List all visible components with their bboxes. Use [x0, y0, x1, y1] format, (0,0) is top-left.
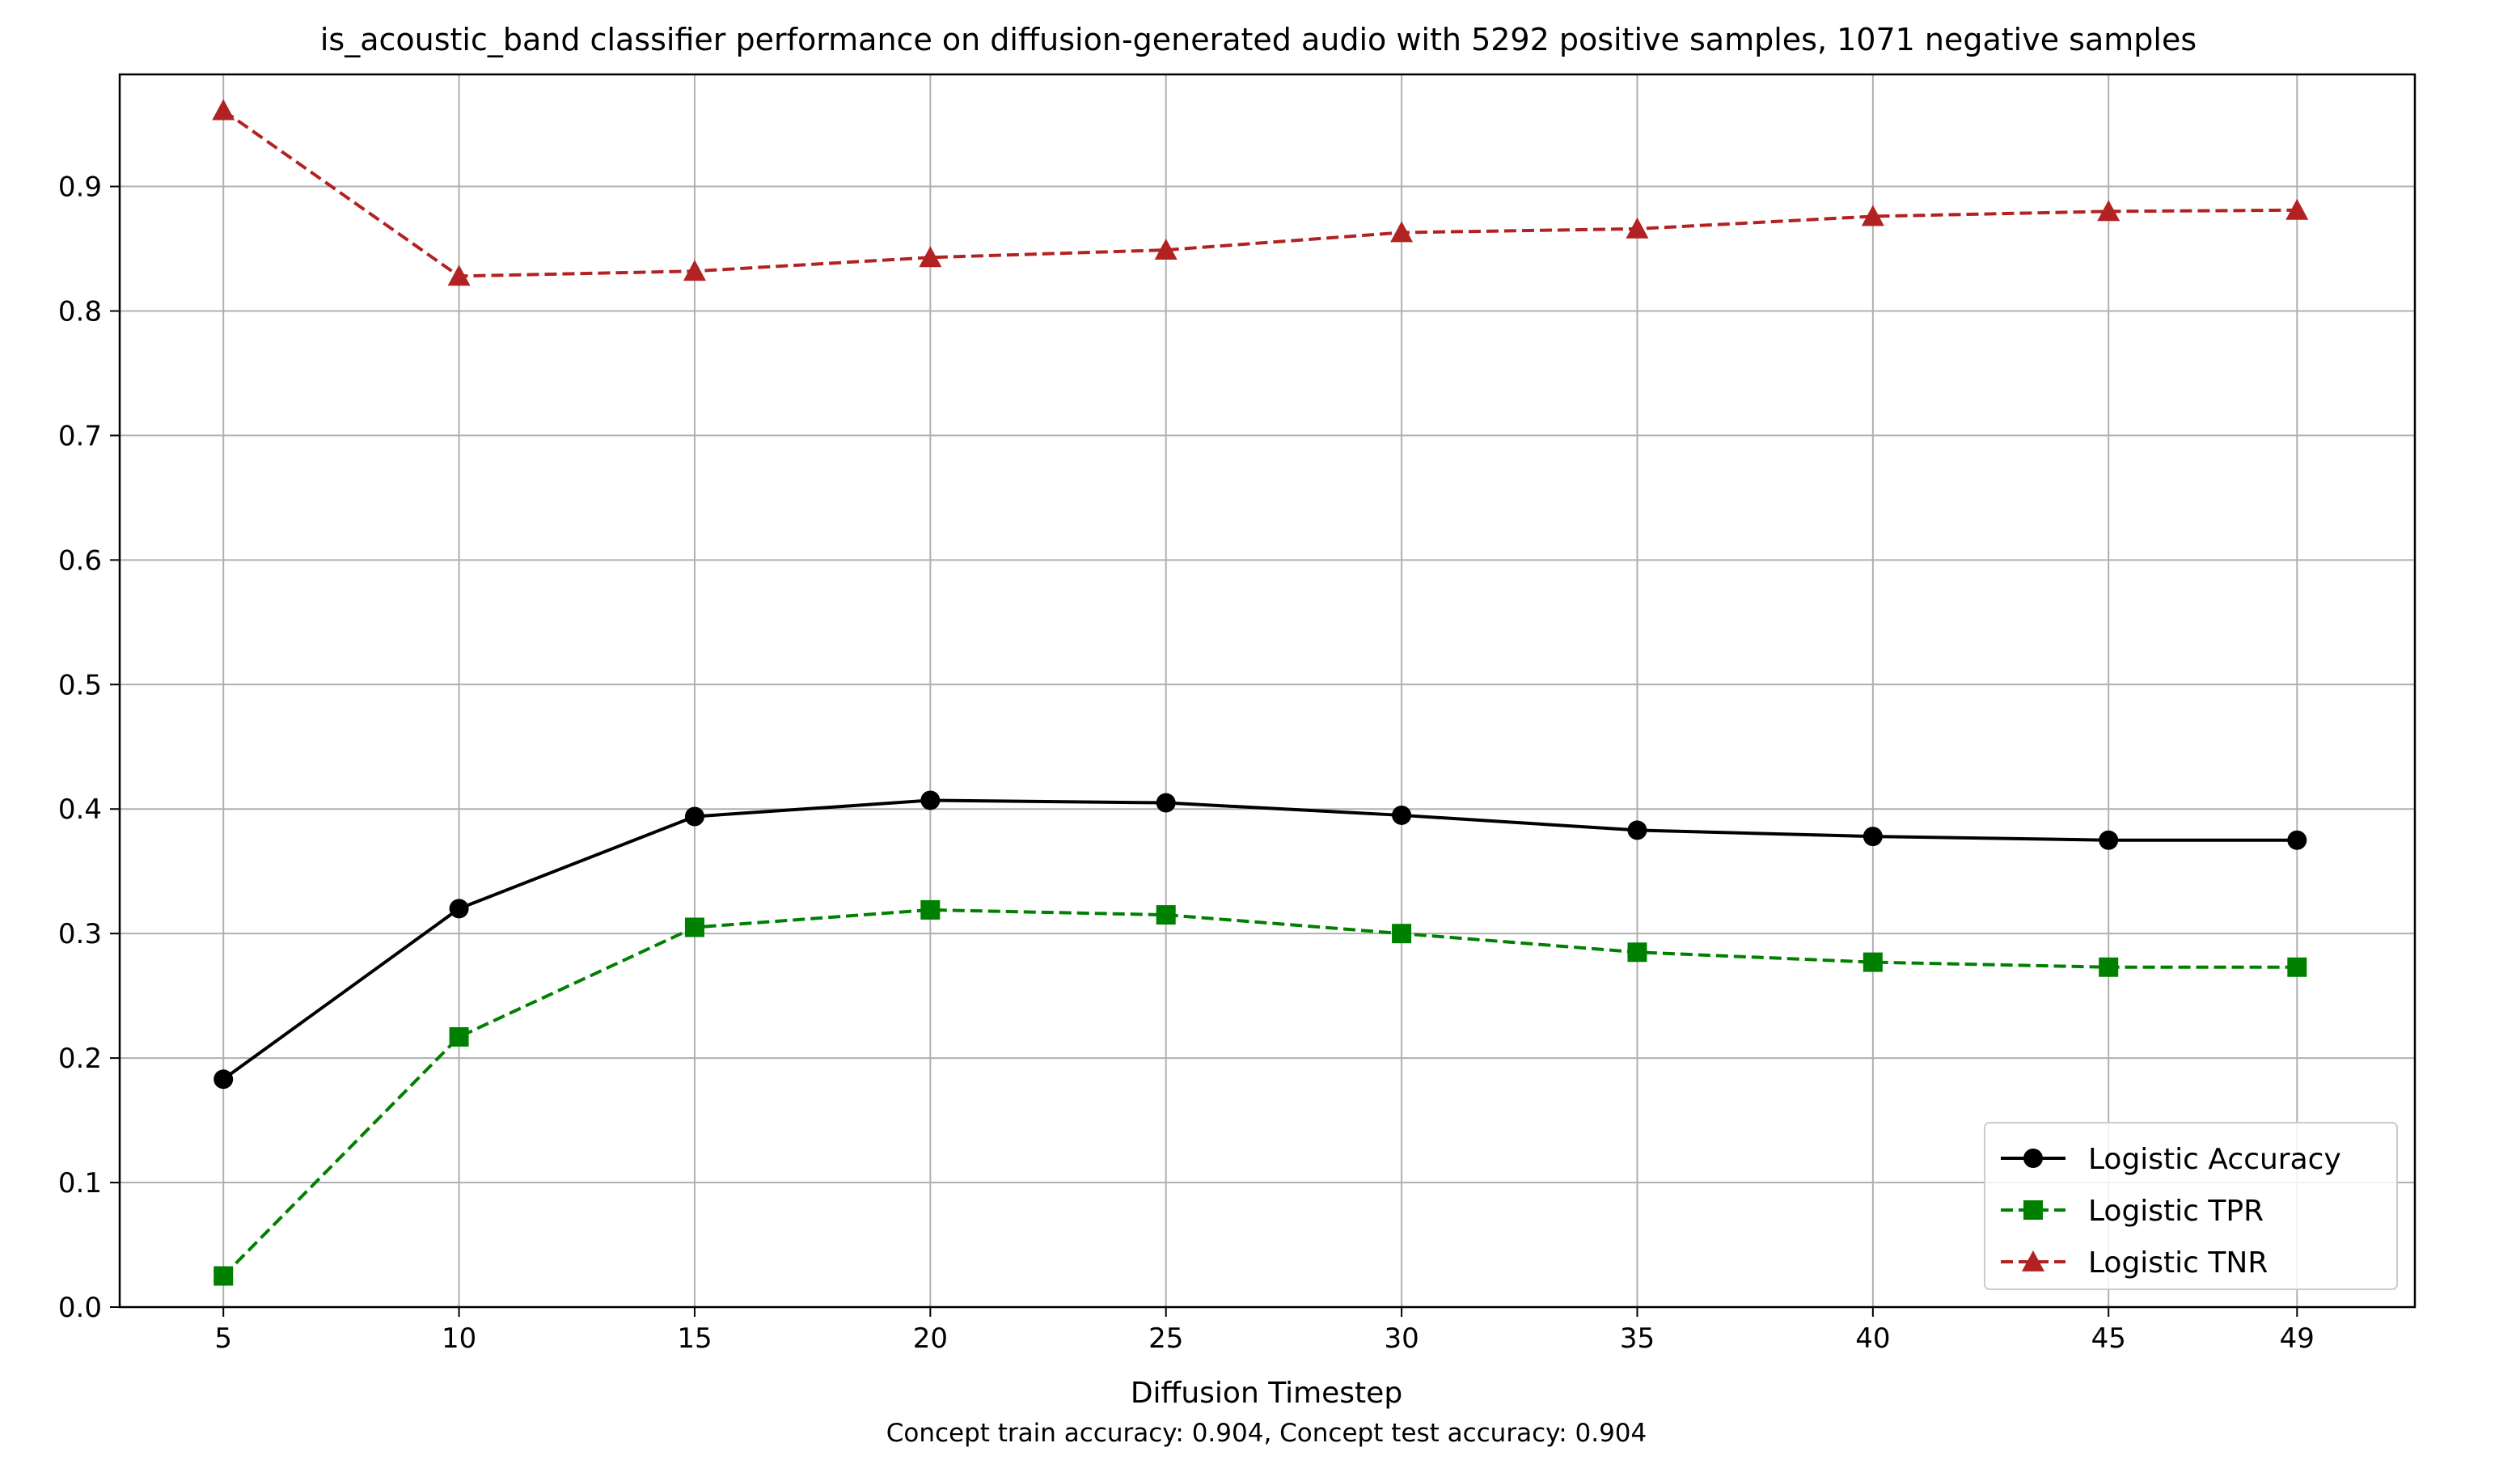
x-tick-label: 35	[1620, 1322, 1655, 1355]
legend-label-logistic-tpr: Logistic TPR	[2088, 1195, 2264, 1228]
x-axis-label: Diffusion Timestep	[1131, 1377, 1402, 1410]
data-point-logistic-tnr	[447, 264, 471, 286]
data-point-logistic-accuracy	[920, 790, 941, 810]
data-point-logistic-tpr	[920, 899, 941, 920]
x-tick-label: 49	[2280, 1322, 2315, 1355]
x-tick-label: 10	[442, 1322, 476, 1355]
legend: Logistic Accuracy Logistic TPR Logistic TN…	[1984, 1122, 2398, 1290]
data-point-logistic-tnr	[212, 99, 235, 121]
y-tick-label: 0.4	[58, 793, 102, 826]
x-axis-ticks: 5 10 15 20 25 30 35 40 45 49	[214, 1307, 2315, 1355]
data-point-logistic-tpr	[1156, 905, 1176, 925]
data-point-logistic-accuracy	[1156, 793, 1176, 813]
x-tick-label: 25	[1148, 1322, 1183, 1355]
data-point-logistic-tpr	[2287, 957, 2307, 977]
y-tick-label: 0.8	[58, 295, 102, 328]
chart-title: is_acoustic_band classifier performance …	[320, 22, 2197, 57]
data-point-logistic-tnr	[1626, 217, 1649, 239]
x-tick-label: 45	[2091, 1322, 2126, 1355]
legend-box	[1984, 1122, 2398, 1290]
data-point-logistic-tnr	[1861, 205, 1884, 226]
data-point-logistic-tpr	[214, 1266, 234, 1286]
legend-marker-logistic-tnr	[2022, 1250, 2044, 1271]
data-point-logistic-accuracy	[449, 899, 469, 919]
data-point-logistic-tnr	[683, 260, 706, 281]
data-point-logistic-accuracy	[2099, 830, 2119, 850]
series-logistic-tnr	[212, 99, 2309, 286]
series-layer	[212, 99, 2309, 1286]
series-logistic-tpr	[214, 899, 2307, 1286]
data-point-logistic-tnr	[1154, 239, 1178, 260]
data-point-logistic-accuracy	[1863, 827, 1883, 847]
y-tick-label: 0.0	[58, 1292, 102, 1324]
data-point-logistic-accuracy	[684, 806, 704, 827]
x-tick-label: 30	[1384, 1322, 1419, 1355]
data-point-logistic-accuracy	[2287, 830, 2307, 850]
y-tick-label: 0.2	[58, 1043, 102, 1075]
data-point-logistic-tnr	[2097, 200, 2120, 222]
data-point-logistic-tpr	[2099, 957, 2119, 977]
data-point-logistic-tpr	[684, 917, 704, 937]
legend-label-logistic-accuracy: Logistic Accuracy	[2088, 1143, 2341, 1176]
x-tick-label: 40	[1855, 1322, 1890, 1355]
data-point-logistic-tnr	[919, 246, 942, 268]
footnote: Concept train accuracy: 0.904, Concept t…	[886, 1419, 1647, 1448]
y-tick-label: 0.6	[58, 544, 102, 577]
plot-frame	[118, 73, 2416, 1309]
y-axis-ticks: 0.0 0.1 0.2 0.3 0.4 0.5 0.6 0.7 0.8 0.9	[58, 171, 120, 1324]
x-tick-label: 20	[913, 1322, 948, 1355]
y-tick-label: 0.7	[58, 420, 102, 452]
series-logistic-accuracy	[214, 790, 2307, 1090]
y-tick-label: 0.5	[58, 669, 102, 701]
x-tick-label: 15	[677, 1322, 712, 1355]
y-tick-label: 0.3	[58, 918, 102, 950]
data-point-logistic-tpr	[1863, 952, 1883, 972]
legend-label-logistic-tnr: Logistic TNR	[2088, 1246, 2268, 1280]
data-point-logistic-accuracy	[214, 1069, 234, 1090]
x-tick-label: 5	[214, 1322, 232, 1355]
data-point-logistic-tpr	[449, 1026, 469, 1047]
legend-marker-logistic-tpr	[2023, 1200, 2043, 1220]
data-point-logistic-accuracy	[1392, 805, 1412, 825]
y-tick-label: 0.9	[58, 171, 102, 204]
data-point-logistic-tnr	[1390, 221, 1414, 243]
data-point-logistic-tpr	[1627, 942, 1647, 963]
data-point-logistic-tpr	[1392, 924, 1412, 944]
series-line-logistic-accuracy	[222, 798, 2298, 1081]
legend-marker-logistic-accuracy	[2023, 1149, 2043, 1168]
data-point-logistic-tnr	[2285, 198, 2309, 220]
series-line-logistic-tpr	[222, 908, 2298, 1277]
data-point-logistic-accuracy	[1627, 820, 1647, 840]
y-tick-label: 0.1	[58, 1167, 102, 1200]
series-line-logistic-tnr	[222, 109, 2298, 278]
